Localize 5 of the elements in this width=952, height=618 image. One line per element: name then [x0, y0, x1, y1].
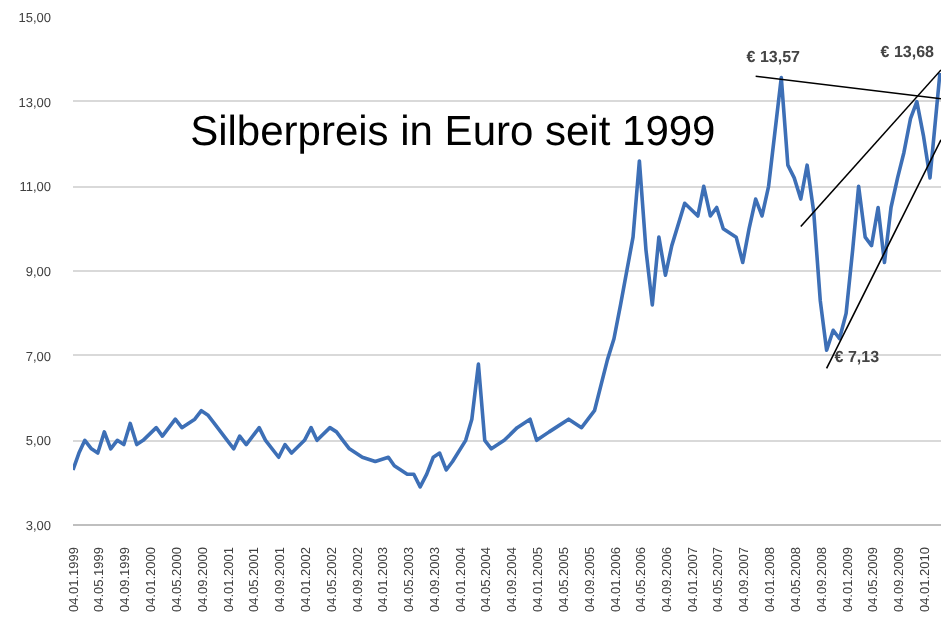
- annotation: € 7,13: [834, 348, 881, 367]
- line-series: [73, 71, 941, 489]
- annotation: € 13,68: [880, 42, 936, 61]
- annotation: € 13,57: [746, 47, 802, 66]
- text: Silberpreis in Euro seit 1999: [190, 108, 716, 155]
